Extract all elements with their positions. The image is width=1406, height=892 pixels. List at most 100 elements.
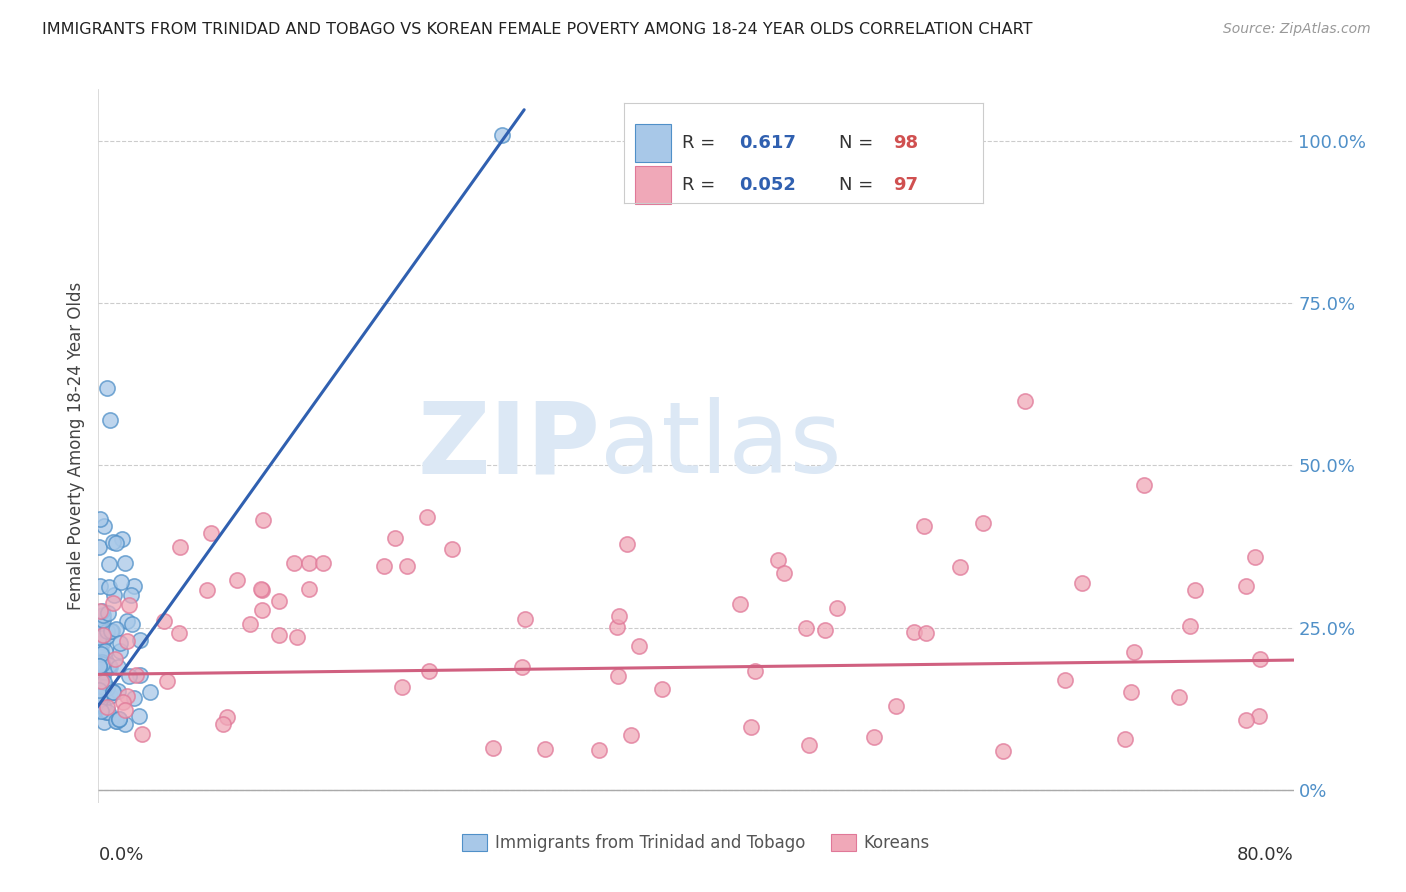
Point (118, 669, 141, 683)
Point (283, 556, 305, 570)
Point (93, 714, 115, 729)
Point (513, 611, 536, 625)
Point (114, 556, 136, 570)
Point (91, 605, 114, 619)
Point (588, 743, 610, 757)
Point (91, 628, 114, 642)
Point (794, 621, 817, 635)
Point (991, 744, 1014, 758)
Point (252, 583, 274, 598)
Point (1053, 673, 1076, 687)
Point (121, 617, 143, 632)
Point (89, 609, 111, 624)
Point (740, 720, 762, 734)
Point (90, 704, 112, 718)
Point (90, 704, 112, 718)
Point (91, 628, 114, 642)
Point (153, 614, 176, 628)
Point (90, 643, 112, 657)
Point (105, 536, 128, 550)
Point (101, 685, 124, 699)
Point (395, 558, 418, 573)
Point (89, 612, 111, 626)
Point (1178, 618, 1201, 632)
Point (391, 680, 413, 694)
Point (1122, 645, 1144, 659)
Point (91, 657, 114, 672)
Point (373, 559, 395, 574)
Point (96, 381, 118, 395)
Point (1133, 478, 1156, 492)
Point (105, 623, 128, 637)
Point (1184, 583, 1206, 598)
Point (252, 513, 274, 527)
Point (90, 647, 112, 661)
Point (167, 626, 190, 640)
Point (96, 624, 118, 639)
Point (89, 616, 111, 631)
Point (311, 556, 333, 570)
Text: 0.0%: 0.0% (98, 846, 143, 863)
Point (96, 681, 118, 695)
Point (93, 680, 115, 694)
Point (912, 519, 935, 533)
Point (797, 738, 820, 752)
Point (1249, 652, 1271, 666)
Point (89, 579, 111, 593)
Point (94, 652, 117, 666)
Point (89, 682, 111, 697)
Point (1168, 690, 1191, 705)
Point (91, 699, 114, 714)
Point (103, 588, 125, 602)
Point (620, 728, 643, 742)
Point (606, 620, 628, 634)
Point (105, 714, 128, 728)
Point (98, 658, 121, 673)
Point (1014, 393, 1036, 408)
Point (96, 629, 118, 643)
Text: ZIP: ZIP (418, 398, 600, 494)
Point (114, 717, 136, 731)
Point (111, 695, 134, 709)
Point (89, 657, 111, 671)
Point (115, 634, 138, 648)
Point (510, 660, 533, 674)
Point (1234, 713, 1257, 727)
Point (98, 580, 121, 594)
Point (773, 566, 796, 580)
Point (120, 588, 142, 602)
Point (111, 532, 134, 546)
Point (628, 639, 651, 653)
Point (728, 598, 751, 612)
Point (105, 714, 128, 729)
Point (1114, 731, 1136, 746)
Point (252, 603, 274, 617)
Point (110, 575, 132, 590)
Point (89, 680, 111, 694)
Point (827, 600, 849, 615)
Point (89, 630, 111, 644)
Point (107, 684, 129, 698)
Point (90, 673, 112, 688)
Point (114, 703, 136, 717)
Point (200, 525, 222, 540)
Point (94, 644, 117, 658)
Point (903, 625, 925, 640)
Point (90, 663, 112, 677)
Point (1249, 708, 1271, 723)
Point (89, 659, 111, 673)
Point (768, 553, 790, 567)
Point (89, 679, 111, 693)
Point (129, 632, 152, 647)
Point (103, 596, 125, 610)
Point (115, 614, 138, 628)
Point (107, 712, 129, 726)
Point (225, 573, 247, 587)
Text: IMMIGRANTS FROM TRINIDAD AND TOBAGO VS KOREAN FEMALE POVERTY AMONG 18-24 YEAR OL: IMMIGRANTS FROM TRINIDAD AND TOBAGO VS K… (42, 22, 1032, 37)
Point (884, 698, 907, 713)
Point (94, 706, 117, 720)
Point (616, 537, 638, 551)
Point (287, 630, 309, 644)
Point (863, 730, 886, 744)
Point (101, 685, 124, 699)
